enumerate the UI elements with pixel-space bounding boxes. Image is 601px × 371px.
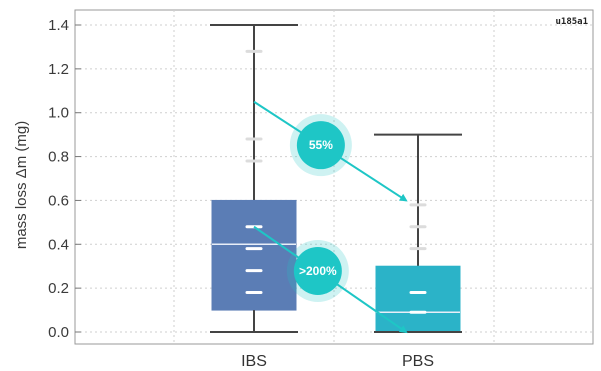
y-tick-label: 0.4 [48,236,69,253]
y-tick-label: 1.2 [48,61,69,78]
y-tick-label: 0.6 [48,192,69,209]
y-tick-label: 0.0 [48,324,69,341]
annotation-label: 55% [309,138,333,152]
x-tick-label: PBS [402,353,434,370]
gridlines [75,10,593,344]
x-axis: IBS PBS [241,353,434,370]
corner-label: u185a1 [555,17,588,27]
y-axis: 0.0 0.2 0.4 0.6 0.8 1.0 1.2 1.4 [48,17,81,341]
annotation-0: 55% [253,100,408,202]
annotations: 55% >200% [253,100,408,334]
y-axis-label: mass loss Δm (mg) [13,121,30,249]
annotation-bubble [293,246,342,295]
y-tick-label: 1.4 [48,17,69,34]
y-tick-label: 1.0 [48,105,69,122]
annotation-bubble [296,121,345,170]
x-tick-label: IBS [241,353,267,370]
box-ibs [210,24,298,333]
y-tick-label: 0.8 [48,149,69,166]
annotation-1: >200% [253,225,408,334]
y-tick-label: 0.2 [48,280,69,297]
annotation-label: >200% [299,264,337,278]
iqr-box [375,265,461,333]
